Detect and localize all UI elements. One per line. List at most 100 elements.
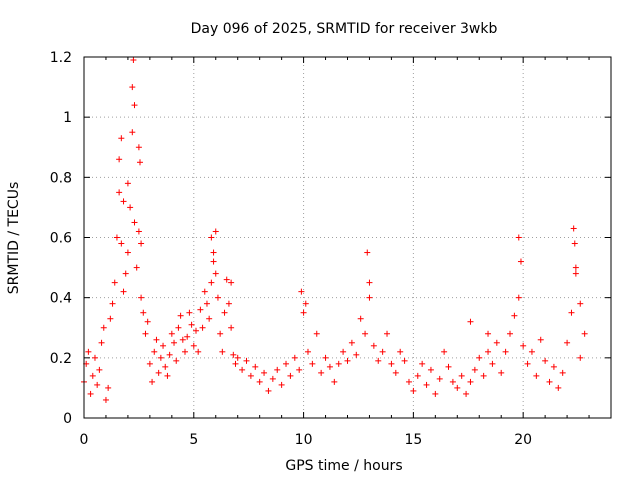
data-point <box>197 306 204 313</box>
data-point <box>283 360 290 367</box>
data-point <box>177 312 184 319</box>
data-point <box>135 228 142 235</box>
data-point <box>203 300 210 307</box>
data-point <box>210 258 217 265</box>
data-point <box>109 300 116 307</box>
data-point <box>577 300 584 307</box>
data-point <box>506 330 513 337</box>
data-point <box>326 363 333 370</box>
x-tick-label: 15 <box>404 432 422 448</box>
data-point <box>550 363 557 370</box>
data-point <box>296 366 303 373</box>
data-point <box>401 357 408 364</box>
data-point <box>436 375 443 382</box>
data-point <box>228 324 235 331</box>
data-point <box>298 288 305 295</box>
x-tick-label: 10 <box>295 432 313 448</box>
data-point <box>364 249 371 256</box>
data-point <box>142 330 149 337</box>
data-point <box>313 330 320 337</box>
data-point <box>524 360 531 367</box>
data-point <box>210 249 217 256</box>
data-point <box>432 390 439 397</box>
data-point <box>388 360 395 367</box>
data-point <box>454 384 461 391</box>
x-axis-label: GPS time / hours <box>285 458 402 474</box>
data-point <box>212 270 219 277</box>
data-point <box>138 240 145 247</box>
data-point <box>533 372 540 379</box>
data-point <box>517 258 524 265</box>
data-point <box>219 348 226 355</box>
data-point <box>182 348 189 355</box>
data-point <box>515 234 522 241</box>
data-point <box>105 384 112 391</box>
x-tick-label: 20 <box>514 432 532 448</box>
data-point <box>302 300 309 307</box>
data-point <box>410 387 417 394</box>
data-point <box>146 360 153 367</box>
data-point <box>405 378 412 385</box>
data-point <box>340 348 347 355</box>
data-point <box>423 381 430 388</box>
data-point <box>118 135 125 142</box>
data-point <box>335 360 342 367</box>
data-point <box>98 339 105 346</box>
x-tick-label: 0 <box>80 432 89 448</box>
data-point <box>221 309 228 316</box>
y-tick-label: 1 <box>63 110 72 126</box>
data-point <box>485 330 492 337</box>
y-tick-label: 1.2 <box>50 50 72 66</box>
data-point <box>528 348 535 355</box>
data-point <box>230 351 237 358</box>
data-point <box>480 372 487 379</box>
axis-ticks: 0 5 10 15 20 0 0.2 0.4 0.6 0.8 1 1.2 <box>50 50 611 448</box>
data-point <box>520 342 527 349</box>
data-point <box>287 372 294 379</box>
data-point <box>199 324 206 331</box>
data-point <box>217 330 224 337</box>
data-point <box>113 234 120 241</box>
data-point <box>366 279 373 286</box>
data-point <box>331 378 338 385</box>
data-point <box>225 300 232 307</box>
data-point <box>572 264 579 271</box>
data-points <box>81 57 588 403</box>
data-point <box>171 339 178 346</box>
data-point <box>247 372 254 379</box>
data-point <box>467 378 474 385</box>
data-point <box>186 309 193 316</box>
data-point <box>555 384 562 391</box>
data-point <box>559 369 566 376</box>
data-point <box>564 339 571 346</box>
data-point <box>239 366 246 373</box>
data-point <box>223 276 230 283</box>
data-point <box>160 342 167 349</box>
data-point <box>111 279 118 286</box>
data-point <box>322 354 329 361</box>
data-point <box>357 315 364 322</box>
data-point <box>129 129 136 136</box>
data-point <box>546 378 553 385</box>
data-point <box>140 309 147 316</box>
data-point <box>164 372 171 379</box>
data-point <box>136 159 143 166</box>
data-point <box>498 369 505 376</box>
y-tick-label: 0.8 <box>50 170 72 186</box>
data-point <box>179 336 186 343</box>
data-point <box>515 294 522 301</box>
chart-title: Day 096 of 2025, SRMTID for receiver 3wk… <box>191 21 498 37</box>
data-point <box>124 180 131 187</box>
data-point <box>274 366 281 373</box>
data-point <box>232 360 239 367</box>
data-point <box>243 357 250 364</box>
data-point <box>309 360 316 367</box>
data-point <box>214 294 221 301</box>
data-point <box>131 219 138 226</box>
data-point <box>366 294 373 301</box>
y-tick-label: 0.4 <box>50 291 72 307</box>
data-point <box>173 357 180 364</box>
x-tick-label: 5 <box>189 432 198 448</box>
data-point <box>379 348 386 355</box>
data-point <box>397 348 404 355</box>
